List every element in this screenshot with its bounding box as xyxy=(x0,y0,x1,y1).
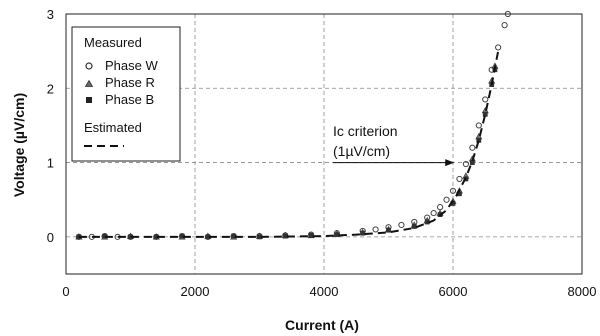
data-point xyxy=(495,44,502,51)
data-point xyxy=(179,233,185,239)
data-point xyxy=(476,137,482,143)
data-point xyxy=(501,22,508,29)
x-tick-label: 6000 xyxy=(439,284,468,299)
legend-entry-phase-b: Phase B xyxy=(105,92,154,107)
data-point xyxy=(386,227,391,233)
annotation-line-2: (1µV/cm) xyxy=(333,143,390,159)
legend-group-measured: Measured xyxy=(84,35,142,50)
annotation-arrowhead-icon xyxy=(445,159,455,167)
estimated-line xyxy=(78,50,500,238)
data-point xyxy=(334,232,340,238)
legend-entry-phase-w: Phase W xyxy=(105,58,158,73)
data-point xyxy=(430,209,437,217)
data-point xyxy=(424,219,430,225)
y-tick-label: 2 xyxy=(47,81,54,96)
data-point xyxy=(437,204,444,211)
data-point xyxy=(257,234,262,240)
data-point xyxy=(462,160,469,168)
series-layer xyxy=(75,10,511,240)
x-tick-label: 8000 xyxy=(568,284,597,299)
x-tick-label: 2000 xyxy=(181,284,210,299)
data-point xyxy=(450,201,456,206)
data-point xyxy=(372,226,379,233)
data-point xyxy=(443,196,450,203)
annotation-line-1: Ic criterion xyxy=(333,123,398,139)
data-point xyxy=(469,160,475,165)
y-tick-label: 0 xyxy=(47,230,54,245)
y-axis-title: Voltage (µV/cm) xyxy=(11,93,27,197)
legend-entry-phase-r: Phase R xyxy=(105,75,155,90)
data-point xyxy=(475,122,482,129)
data-point xyxy=(457,191,462,197)
legend-box xyxy=(71,26,181,162)
series-estimated xyxy=(78,50,500,238)
data-point xyxy=(482,111,488,117)
data-point xyxy=(398,221,405,229)
data-point xyxy=(102,233,108,239)
legend: Measured Phase W Phase R Phase B Estimat… xyxy=(71,26,181,162)
ic-criterion-annotation: Ic criterion (1µV/cm) xyxy=(333,123,455,167)
legend-marker-square-icon xyxy=(86,97,92,103)
x-tick-label: 0 xyxy=(62,284,69,299)
y-tick-labels: 0 1 2 3 xyxy=(47,7,54,245)
data-point xyxy=(282,233,288,239)
data-point xyxy=(482,96,489,103)
x-axis-title: Current (A) xyxy=(285,317,359,333)
y-tick-label: 3 xyxy=(47,7,54,22)
data-point xyxy=(411,224,417,229)
data-point xyxy=(153,234,159,240)
x-tick-labels: 0 2000 4000 6000 8000 xyxy=(62,284,596,299)
data-point xyxy=(504,10,511,18)
data-point xyxy=(456,175,463,183)
data-point xyxy=(449,187,457,194)
data-point xyxy=(231,233,237,239)
y-tick-label: 1 xyxy=(47,156,54,171)
x-tick-label: 4000 xyxy=(310,284,339,299)
plot-area xyxy=(65,13,583,275)
data-point xyxy=(205,234,211,240)
data-point xyxy=(128,234,133,240)
data-point xyxy=(360,230,366,236)
legend-marker-triangle-icon xyxy=(84,79,94,87)
legend-group-estimated: Estimated xyxy=(84,120,142,135)
data-point xyxy=(469,144,476,151)
data-point xyxy=(308,232,314,238)
legend-marker-circle-icon xyxy=(85,62,93,70)
